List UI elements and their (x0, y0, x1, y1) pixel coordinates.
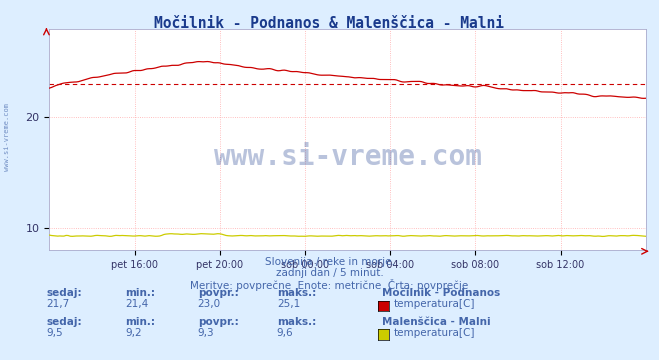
Text: 9,3: 9,3 (198, 328, 214, 338)
Text: temperatura[C]: temperatura[C] (394, 299, 476, 309)
Text: www.si-vreme.com: www.si-vreme.com (214, 143, 482, 171)
Text: min.:: min.: (125, 288, 156, 298)
Text: 25,1: 25,1 (277, 299, 300, 309)
Text: min.:: min.: (125, 317, 156, 327)
Text: povpr.:: povpr.: (198, 317, 239, 327)
Text: temperatura[C]: temperatura[C] (394, 328, 476, 338)
Text: 9,2: 9,2 (125, 328, 142, 338)
Text: 9,6: 9,6 (277, 328, 293, 338)
Text: maks.:: maks.: (277, 317, 316, 327)
Text: 21,7: 21,7 (46, 299, 69, 309)
Text: Meritve: povprečne  Enote: metrične  Črta: povprečje: Meritve: povprečne Enote: metrične Črta:… (190, 279, 469, 291)
Text: povpr.:: povpr.: (198, 288, 239, 298)
Text: zadnji dan / 5 minut.: zadnji dan / 5 minut. (275, 268, 384, 278)
Text: www.si-vreme.com: www.si-vreme.com (3, 103, 10, 171)
Text: 9,5: 9,5 (46, 328, 63, 338)
Text: Malenščica - Malni: Malenščica - Malni (382, 317, 491, 327)
Text: sedaj:: sedaj: (46, 288, 82, 298)
Text: 21,4: 21,4 (125, 299, 148, 309)
Text: Močilnik - Podnanos: Močilnik - Podnanos (382, 288, 500, 298)
Text: sedaj:: sedaj: (46, 317, 82, 327)
Text: Slovenija / reke in morje.: Slovenija / reke in morje. (264, 257, 395, 267)
Text: 23,0: 23,0 (198, 299, 221, 309)
Text: Močilnik - Podnanos & Malenščica - Malni: Močilnik - Podnanos & Malenščica - Malni (154, 16, 505, 31)
Text: maks.:: maks.: (277, 288, 316, 298)
